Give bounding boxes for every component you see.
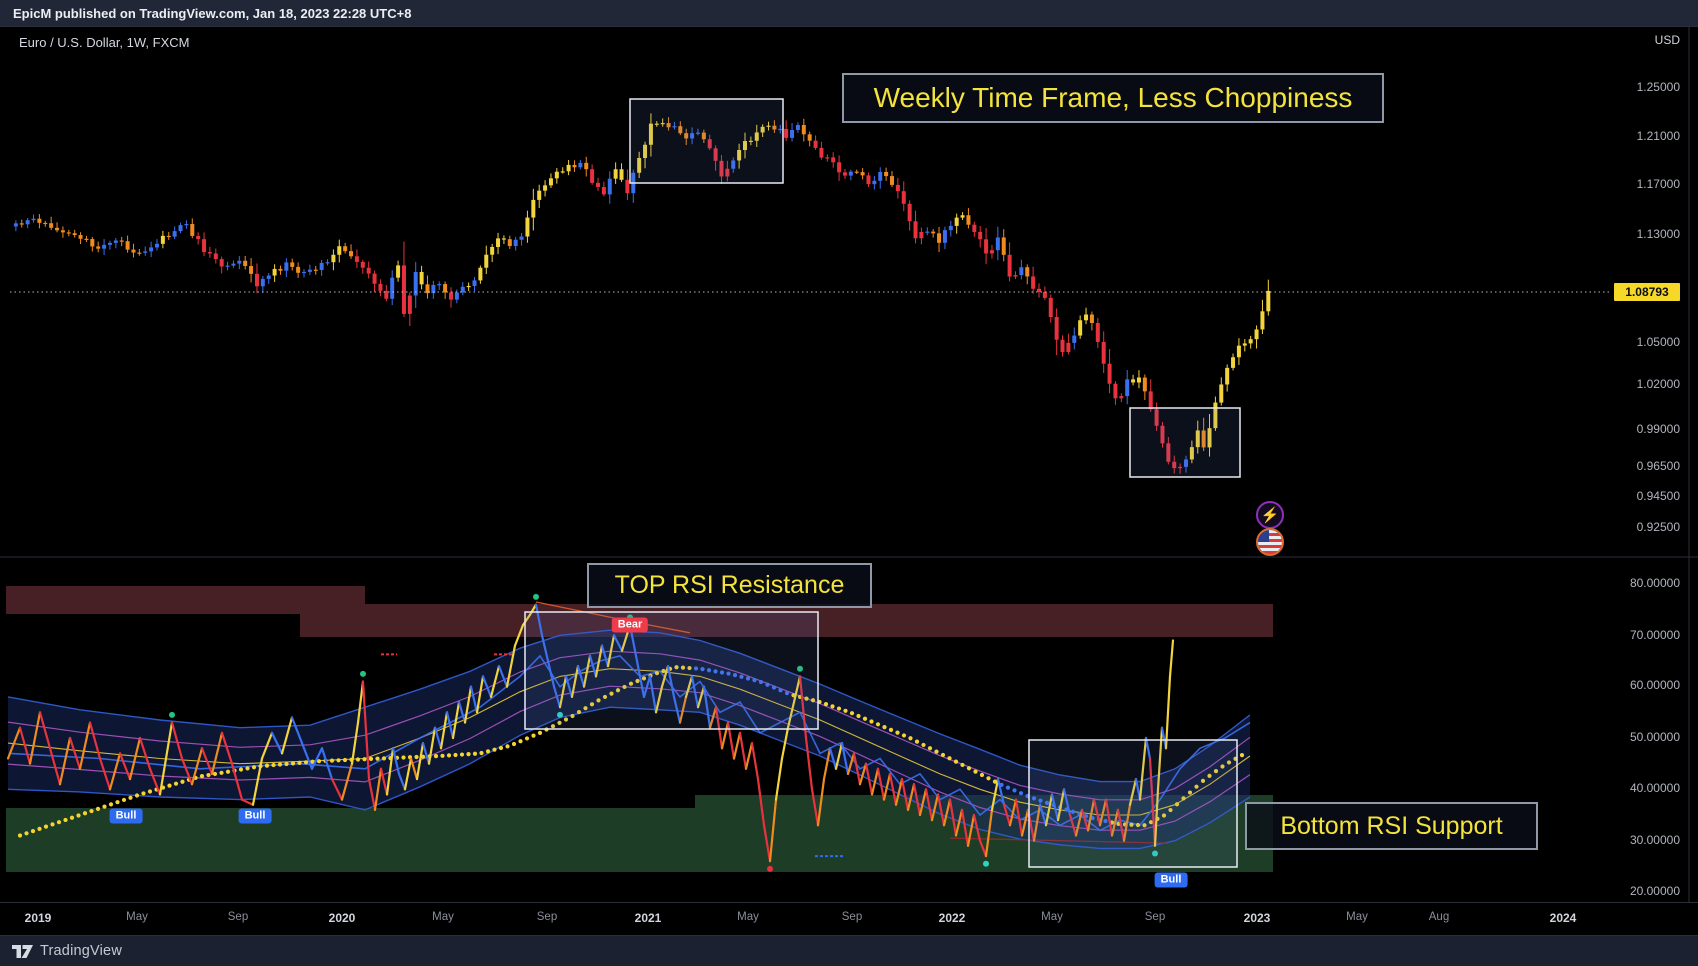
axis-label: 40.00000: [1629, 781, 1680, 795]
annotation-bottom-rsi-text: Bottom RSI Support: [1280, 811, 1503, 840]
axis-label: 1.02000: [1636, 377, 1680, 391]
us-flag-graphic: [1258, 530, 1282, 554]
time-label-2019: 2019: [24, 911, 52, 925]
time-label-sep: Sep: [536, 911, 558, 923]
axis-label: 20.00000: [1629, 884, 1680, 898]
annotation-bottom-rsi-support[interactable]: Bottom RSI Support: [1245, 802, 1538, 850]
axis-label: 1.17000: [1636, 177, 1680, 191]
event-us-flag-icon[interactable]: [1256, 528, 1284, 556]
time-label-2022: 2022: [938, 911, 966, 925]
time-label-aug: Aug: [1428, 911, 1450, 923]
axis-label: 80.00000: [1629, 576, 1680, 590]
time-label-2021: 2021: [634, 911, 662, 925]
publish-text: EpicM published on TradingView.com, Jan …: [13, 5, 412, 21]
axis-label: 1.05000: [1636, 335, 1680, 349]
annotation-weekly-timeframe[interactable]: Weekly Time Frame, Less Choppiness: [842, 73, 1384, 123]
axis-label: 30.00000: [1629, 833, 1680, 847]
time-scale[interactable]: 2019 May Sep 2020 May Sep 2021 May Sep 2022 May Sep…: [0, 902, 1698, 936]
time-label-may: May: [1041, 911, 1063, 923]
annotation-weekly-text: Weekly Time Frame, Less Choppiness: [873, 82, 1353, 113]
time-label-2020: 2020: [328, 911, 356, 925]
current-price-chip: 1.08793: [1614, 283, 1680, 301]
footer-bar: TradingView: [0, 935, 1698, 966]
axis-label: 70.00000: [1629, 628, 1680, 642]
time-label-2023: 2023: [1243, 911, 1271, 925]
tradingview-logo-icon: [12, 944, 33, 958]
time-label-may: May: [737, 911, 759, 923]
time-label-may: May: [126, 911, 148, 923]
currency-label: USD: [1654, 33, 1680, 47]
time-label-sep: Sep: [841, 911, 863, 923]
time-label-may: May: [432, 911, 454, 923]
bull-signal-pill: Bull: [1154, 872, 1188, 888]
annotation-top-rsi-resistance[interactable]: TOP RSI Resistance: [587, 563, 872, 608]
axis-label: 1.13000: [1636, 227, 1680, 241]
axis-label: 0.96500: [1636, 459, 1680, 473]
axis-label: 60.00000: [1629, 678, 1680, 692]
axis-label: 1.21000: [1636, 129, 1680, 143]
bear-signal-pill: Bear: [611, 617, 649, 633]
axis-label: 0.92500: [1636, 520, 1680, 534]
annotation-top-rsi-text: TOP RSI Resistance: [614, 571, 845, 599]
event-lightning-icon[interactable]: ⚡: [1256, 501, 1284, 529]
bull-signal-pill: Bull: [109, 808, 143, 824]
publish-bar: EpicM published on TradingView.com, Jan …: [0, 0, 1698, 27]
axis-label: 0.99000: [1636, 422, 1680, 436]
axis-label: 0.94500: [1636, 489, 1680, 503]
axis-label: 1.25000: [1636, 80, 1680, 94]
time-label-sep: Sep: [1144, 911, 1166, 923]
axis-label: 50.00000: [1629, 730, 1680, 744]
time-label-2024: 2024: [1549, 911, 1577, 925]
bull-signal-pill: Bull: [238, 808, 272, 824]
time-label-may: May: [1346, 911, 1368, 923]
symbol-title: Euro / U.S. Dollar, 1W, FXCM: [19, 35, 190, 50]
footer-brand-text: TradingView: [40, 943, 122, 959]
time-label-sep: Sep: [227, 911, 249, 923]
